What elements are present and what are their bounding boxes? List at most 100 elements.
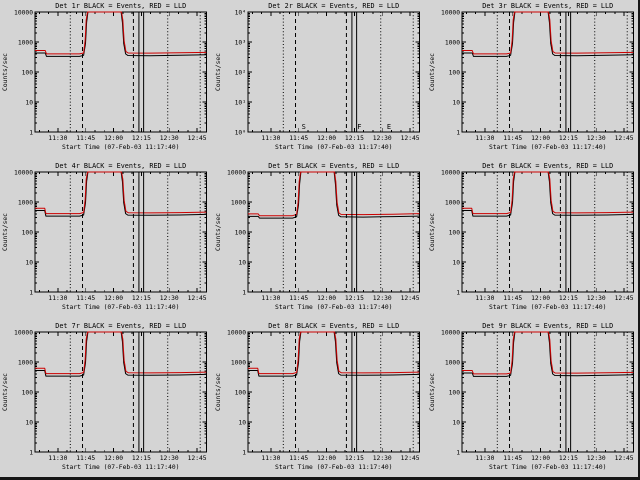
svg-text:11:45: 11:45 — [290, 295, 309, 302]
subplot-det-5r: 11:30 11:45 12:00 12:15 12:30 12:45 1 10 100 1000… — [213, 160, 426, 320]
subplot-det-4r: 11:30 11:45 12:00 12:15 12:30 12:45 1 10 100 1000… — [0, 160, 213, 320]
svg-text:10000: 10000 — [441, 329, 460, 336]
svg-text:12:00: 12:00 — [104, 295, 123, 302]
svg-text:1: 1 — [243, 289, 247, 296]
svg-text:1: 1 — [456, 129, 460, 136]
svg-text:12:45: 12:45 — [614, 135, 633, 142]
svg-text:12:45: 12:45 — [614, 455, 633, 462]
svg-text:12:45: 12:45 — [614, 295, 633, 302]
svg-text:10: 10 — [25, 419, 33, 426]
subplot-det-2r: 11:30 11:45 12:00 12:15 12:30 12:45 10⁰ 10¹ 10² 1… — [213, 0, 426, 160]
svg-text:12:15: 12:15 — [559, 295, 578, 302]
svg-text:10: 10 — [239, 259, 247, 266]
svg-text:10⁴: 10⁴ — [235, 9, 246, 16]
svg-text:Counts/sec: Counts/sec — [215, 373, 222, 411]
subplot-det-9r: 11:30 11:45 12:00 12:15 12:30 12:45 1 10 100 1000… — [427, 320, 640, 480]
svg-text:11:45: 11:45 — [503, 295, 522, 302]
svg-text:Start Time (07-Feb-03 11:17:40: Start Time (07-Feb-03 11:17:40) — [62, 144, 180, 151]
svg-text:Counts/sec: Counts/sec — [215, 53, 222, 91]
svg-text:10: 10 — [452, 259, 460, 266]
svg-text:Start Time (07-Feb-03 11:17:40: Start Time (07-Feb-03 11:17:40) — [62, 304, 180, 311]
svg-text:11:45: 11:45 — [290, 135, 309, 142]
svg-text:1000: 1000 — [18, 359, 33, 366]
plot-canvas-det-9r: 11:30 11:45 12:00 12:15 12:30 12:45 1 10 100 1000… — [429, 322, 634, 471]
svg-text:100: 100 — [22, 69, 34, 76]
svg-text:100: 100 — [22, 389, 34, 396]
svg-text:11:30: 11:30 — [48, 295, 67, 302]
svg-text:Start Time (07-Feb-03 11:17:40: Start Time (07-Feb-03 11:17:40) — [275, 304, 393, 311]
svg-text:Counts/sec: Counts/sec — [215, 213, 222, 251]
svg-text:12:15: 12:15 — [345, 455, 364, 462]
svg-text:100: 100 — [448, 389, 460, 396]
svg-text:1000: 1000 — [444, 39, 459, 46]
svg-text:11:30: 11:30 — [475, 295, 494, 302]
svg-text:12:45: 12:45 — [401, 455, 420, 462]
svg-text:10: 10 — [452, 99, 460, 106]
svg-text:Counts/sec: Counts/sec — [2, 53, 9, 91]
svg-text:12:15: 12:15 — [345, 135, 364, 142]
svg-text:12:45: 12:45 — [401, 295, 420, 302]
svg-text:11:45: 11:45 — [503, 135, 522, 142]
svg-text:10000: 10000 — [441, 9, 460, 16]
svg-text:11:30: 11:30 — [262, 135, 281, 142]
plot-canvas-det-7r: 11:30 11:45 12:00 12:15 12:30 12:45 1 10 100 1000… — [2, 322, 207, 471]
plot-canvas-det-3r: 11:30 11:45 12:00 12:15 12:30 12:45 1 10 100 1000… — [429, 2, 634, 151]
svg-text:11:45: 11:45 — [76, 295, 95, 302]
svg-text:Det 5r BLACK = Events, RED = L: Det 5r BLACK = Events, RED = LLD — [269, 162, 400, 170]
svg-text:12:30: 12:30 — [373, 455, 392, 462]
svg-text:12:15: 12:15 — [345, 295, 364, 302]
svg-text:10000: 10000 — [14, 169, 33, 176]
svg-text:10000: 10000 — [227, 329, 246, 336]
svg-text:11:30: 11:30 — [262, 455, 281, 462]
svg-text:10000: 10000 — [14, 329, 33, 336]
svg-text:Counts/sec: Counts/sec — [429, 213, 436, 251]
svg-text:Det 6r BLACK = Events, RED = L: Det 6r BLACK = Events, RED = LLD — [482, 162, 613, 170]
svg-text:11:30: 11:30 — [475, 135, 494, 142]
svg-text:1000: 1000 — [18, 199, 33, 206]
svg-text:12:30: 12:30 — [160, 455, 179, 462]
svg-text:Start Time (07-Feb-03 11:17:40: Start Time (07-Feb-03 11:17:40) — [489, 464, 607, 471]
svg-text:1: 1 — [243, 449, 247, 456]
svg-text:12:15: 12:15 — [132, 455, 151, 462]
svg-text:11:30: 11:30 — [262, 295, 281, 302]
svg-text:Start Time (07-Feb-03 11:17:40: Start Time (07-Feb-03 11:17:40) — [489, 144, 607, 151]
svg-text:10000: 10000 — [441, 169, 460, 176]
svg-text:1: 1 — [456, 289, 460, 296]
svg-text:10: 10 — [25, 99, 33, 106]
svg-text:12:30: 12:30 — [586, 295, 605, 302]
svg-text:S: S — [302, 123, 306, 131]
svg-text:10: 10 — [452, 419, 460, 426]
subplot-det-1r: 11:30 11:45 12:00 12:15 12:30 12:45 1 10 100 1000… — [0, 0, 213, 160]
svg-text:100: 100 — [22, 229, 34, 236]
plot-canvas-det-6r: 11:30 11:45 12:00 12:15 12:30 12:45 1 10 100 1000… — [429, 162, 634, 311]
svg-text:Counts/sec: Counts/sec — [2, 373, 9, 411]
svg-text:12:00: 12:00 — [317, 455, 336, 462]
svg-text:12:45: 12:45 — [188, 295, 207, 302]
svg-text:11:30: 11:30 — [48, 455, 67, 462]
svg-text:1000: 1000 — [231, 359, 246, 366]
svg-text:Det 3r BLACK = Events, RED = L: Det 3r BLACK = Events, RED = LLD — [482, 2, 613, 10]
svg-text:12:00: 12:00 — [531, 135, 550, 142]
plot-canvas-det-5r: 11:30 11:45 12:00 12:15 12:30 12:45 1 10 100 1000… — [215, 162, 421, 311]
svg-text:1: 1 — [29, 289, 33, 296]
svg-text:Start Time (07-Feb-03 11:17:40: Start Time (07-Feb-03 11:17:40) — [275, 144, 393, 151]
svg-text:1000: 1000 — [444, 359, 459, 366]
subplot-det-6r: 11:30 11:45 12:00 12:15 12:30 12:45 1 10 100 1000… — [427, 160, 640, 320]
svg-text:10000: 10000 — [14, 9, 33, 16]
svg-text:100: 100 — [448, 69, 460, 76]
svg-text:10: 10 — [25, 259, 33, 266]
svg-text:10³: 10³ — [235, 39, 246, 46]
svg-text:12:15: 12:15 — [559, 135, 578, 142]
svg-text:12:15: 12:15 — [132, 135, 151, 142]
svg-text:Start Time (07-Feb-03 11:17:40: Start Time (07-Feb-03 11:17:40) — [489, 304, 607, 311]
svg-text:10²: 10² — [235, 69, 246, 76]
svg-text:12:00: 12:00 — [317, 135, 336, 142]
svg-text:Counts/sec: Counts/sec — [2, 213, 9, 251]
svg-text:Det 8r BLACK = Events, RED = L: Det 8r BLACK = Events, RED = LLD — [269, 322, 400, 330]
svg-text:12:30: 12:30 — [160, 295, 179, 302]
svg-text:10¹: 10¹ — [235, 99, 246, 106]
svg-text:12:15: 12:15 — [132, 295, 151, 302]
svg-text:11:45: 11:45 — [76, 455, 95, 462]
svg-text:11:45: 11:45 — [290, 455, 309, 462]
